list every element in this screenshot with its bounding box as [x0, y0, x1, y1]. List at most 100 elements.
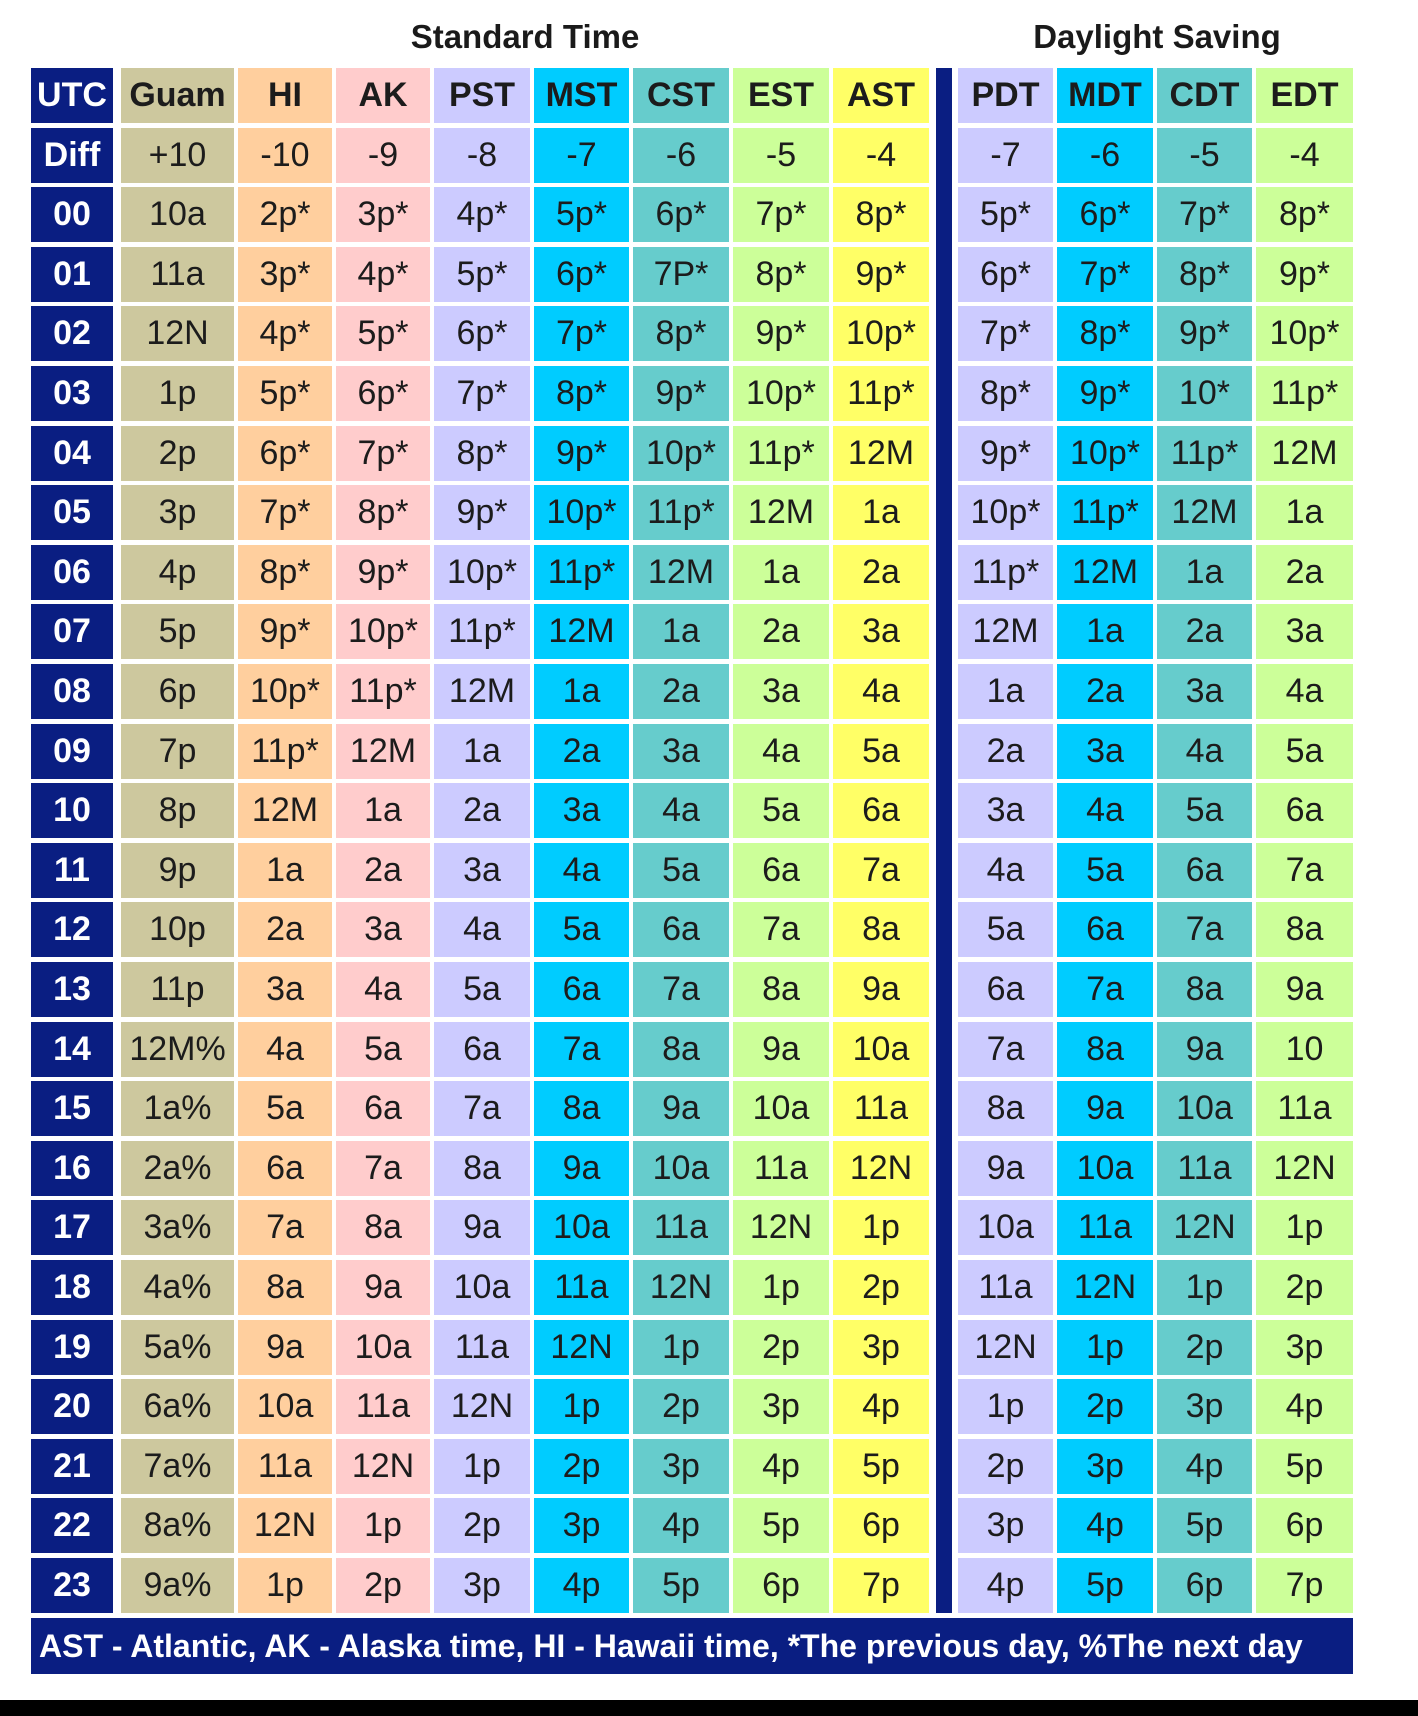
- time-cell-ast: 10a: [833, 1021, 929, 1077]
- time-cell-cst: 10a: [633, 1140, 729, 1196]
- time-cell-ak: 7a: [336, 1140, 430, 1196]
- time-cell-guam: 4p: [121, 544, 234, 600]
- time-cell-mst: 11p*: [534, 544, 629, 600]
- utc-offset-mdt: -6: [1057, 127, 1153, 183]
- time-cell-est: 5a: [733, 783, 829, 839]
- utc-hour-cell: 19: [31, 1319, 113, 1375]
- time-cell-edt: 3p: [1256, 1319, 1353, 1375]
- time-cell-cst: 12M: [633, 544, 729, 600]
- time-cell-guam: 6a%: [121, 1379, 234, 1435]
- time-cell-guam: 1p: [121, 366, 234, 421]
- time-cell-cst: 3a: [633, 723, 729, 779]
- time-cell-pdt: 4p: [958, 1558, 1053, 1613]
- time-cell-hi: 5a: [238, 1081, 332, 1137]
- time-cell-guam: 11a: [121, 246, 234, 302]
- time-cell-ak: 6p*: [336, 366, 430, 421]
- time-cell-cdt: 4p: [1157, 1438, 1252, 1494]
- time-cell-guam: 8p: [121, 783, 234, 839]
- time-cell-ak: 11a: [336, 1379, 430, 1435]
- time-cell-mdt: 6a: [1057, 902, 1153, 958]
- time-cell-mdt: 10a: [1057, 1140, 1153, 1196]
- time-cell-mdt: 3a: [1057, 723, 1153, 779]
- time-cell-guam: 2a%: [121, 1140, 234, 1196]
- time-cell-hi: 11a: [238, 1438, 332, 1494]
- time-cell-ak: 6a: [336, 1081, 430, 1137]
- column-header-cdt: CDT: [1157, 68, 1252, 123]
- time-cell-ak: 9a: [336, 1260, 430, 1315]
- time-cell-cst: 4a: [633, 783, 729, 839]
- time-cell-ast: 5a: [833, 723, 929, 779]
- time-cell-hi: 2p*: [238, 187, 332, 243]
- time-cell-pst: 1p: [434, 1438, 530, 1494]
- time-cell-mdt: 11p*: [1057, 485, 1153, 541]
- time-cell-guam: 8a%: [121, 1498, 234, 1554]
- time-cell-mdt: 4p: [1057, 1498, 1153, 1554]
- time-cell-pst: 10a: [434, 1260, 530, 1315]
- time-cell-cdt: 7a: [1157, 902, 1252, 958]
- time-cell-mst: 7p*: [534, 306, 629, 362]
- time-cell-est: 9p*: [733, 306, 829, 362]
- time-cell-edt: 11a: [1256, 1081, 1353, 1137]
- time-cell-guam: 9p: [121, 842, 234, 898]
- time-cell-mst: 7a: [534, 1021, 629, 1077]
- time-cell-edt: 3a: [1256, 604, 1353, 660]
- time-cell-est: 4p: [733, 1438, 829, 1494]
- utc-offset-edt: -4: [1256, 127, 1353, 183]
- time-cell-est: 4a: [733, 723, 829, 779]
- time-cell-ast: 4a: [833, 664, 929, 719]
- time-cell-mst: 5a: [534, 902, 629, 958]
- utc-hour-cell: 04: [31, 425, 113, 481]
- utc-hour-cell: 07: [31, 604, 113, 660]
- time-cell-ast: 4p: [833, 1379, 929, 1435]
- utc-hour-cell: 21: [31, 1438, 113, 1494]
- time-cell-ak: 2a: [336, 842, 430, 898]
- standard-time-header: Standard Time: [410, 18, 640, 55]
- time-cell-pst: 5p*: [434, 246, 530, 302]
- time-cell-edt: 1p: [1256, 1200, 1353, 1256]
- time-cell-mst: 2a: [534, 723, 629, 779]
- time-cell-mdt: 7p*: [1057, 246, 1153, 302]
- time-cell-guam: 12N: [121, 306, 234, 362]
- time-cell-pst: 10p*: [434, 544, 530, 600]
- time-cell-cdt: 9p*: [1157, 306, 1252, 362]
- time-cell-cst: 11p*: [633, 485, 729, 541]
- column-header-mst: MST: [534, 68, 629, 123]
- time-cell-cst: 2a: [633, 664, 729, 719]
- time-cell-pst: 3a: [434, 842, 530, 898]
- time-cell-mdt: 9a: [1057, 1081, 1153, 1137]
- time-cell-hi: 9p*: [238, 604, 332, 660]
- time-cell-hi: 5p*: [238, 366, 332, 421]
- daylight-saving-header: Daylight Saving: [1033, 18, 1281, 55]
- time-cell-guam: 10a: [121, 187, 234, 243]
- time-cell-ak: 3p*: [336, 187, 430, 243]
- time-cell-pdt: 11p*: [958, 544, 1053, 600]
- time-cell-est: 2p: [733, 1319, 829, 1375]
- time-cell-est: 5p: [733, 1498, 829, 1554]
- time-cell-cst: 10p*: [633, 425, 729, 481]
- time-cell-ast: 6a: [833, 783, 929, 839]
- time-cell-ast: 1p: [833, 1200, 929, 1256]
- time-cell-pdt: 10p*: [958, 485, 1053, 541]
- time-cell-pst: 7p*: [434, 366, 530, 421]
- time-cell-hi: 4a: [238, 1021, 332, 1077]
- time-cell-mst: 3p: [534, 1498, 629, 1554]
- time-cell-cdt: 1p: [1157, 1260, 1252, 1315]
- time-cell-est: 7p*: [733, 187, 829, 243]
- time-cell-ast: 7p: [833, 1558, 929, 1613]
- time-cell-mst: 4p: [534, 1558, 629, 1613]
- time-cell-pst: 3p: [434, 1558, 530, 1613]
- utc-hour-cell: 05: [31, 485, 113, 541]
- time-cell-cdt: 8p*: [1157, 246, 1252, 302]
- utc-offset-hi: -10: [238, 127, 332, 183]
- time-cell-est: 8a: [733, 962, 829, 1017]
- time-cell-ast: 3p: [833, 1319, 929, 1375]
- utc-hour-cell: 00: [31, 187, 113, 243]
- time-cell-pdt: 8a: [958, 1081, 1053, 1137]
- time-cell-ast: 10p*: [833, 306, 929, 362]
- time-cell-cst: 6p*: [633, 187, 729, 243]
- time-cell-mst: 3a: [534, 783, 629, 839]
- time-cell-edt: 8p*: [1256, 187, 1353, 243]
- time-cell-ast: 7a: [833, 842, 929, 898]
- time-cell-cdt: 1a: [1157, 544, 1252, 600]
- time-cell-mst: 1p: [534, 1379, 629, 1435]
